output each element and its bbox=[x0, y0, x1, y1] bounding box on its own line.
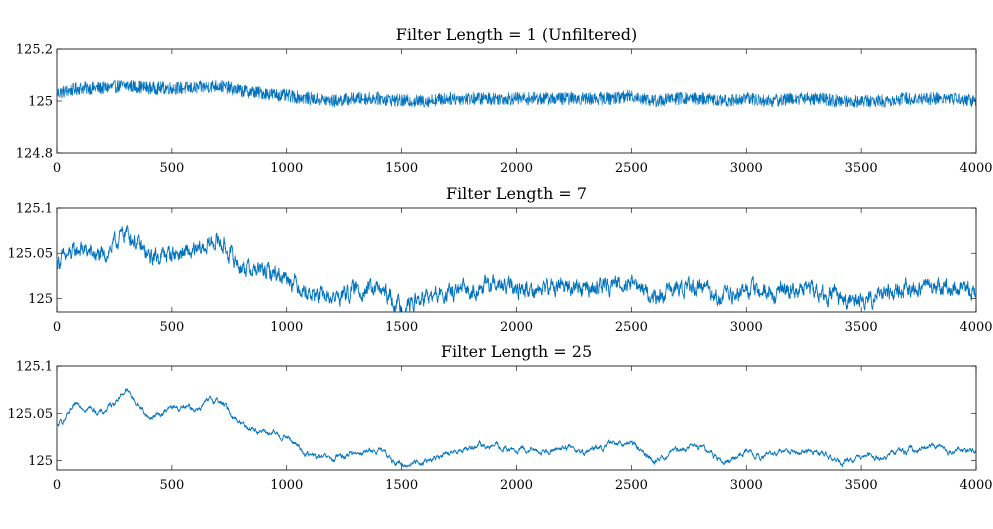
y-tick-label: 124.8 bbox=[16, 147, 53, 162]
series-line bbox=[56, 79, 977, 108]
plot-frame bbox=[56, 365, 977, 471]
x-tick-label: 1000 bbox=[270, 161, 303, 176]
chart-title: Filter Length = 1 (Unfiltered) bbox=[396, 25, 638, 44]
x-tick-label: 0 bbox=[53, 320, 61, 335]
y-tick-label: 125.05 bbox=[8, 407, 54, 422]
x-tick-label: 1000 bbox=[270, 478, 303, 493]
x-tick-label: 500 bbox=[159, 320, 184, 335]
x-tick-label: 3500 bbox=[845, 161, 878, 176]
x-tick-label: 2500 bbox=[615, 161, 648, 176]
y-tick-label: 125.1 bbox=[16, 360, 53, 375]
y-tick-label: 125.2 bbox=[16, 43, 53, 58]
x-tick-label: 4000 bbox=[959, 320, 992, 335]
x-tick-label: 1500 bbox=[385, 478, 418, 493]
y-tick-label: 125 bbox=[28, 95, 53, 110]
series-line bbox=[56, 225, 977, 313]
x-tick-label: 3000 bbox=[730, 478, 763, 493]
x-tick-label: 2000 bbox=[500, 478, 533, 493]
series-line bbox=[56, 388, 977, 468]
x-tick-label: 4000 bbox=[959, 161, 992, 176]
y-tick-label: 125.1 bbox=[16, 202, 53, 217]
x-tick-label: 2000 bbox=[500, 161, 533, 176]
x-tick-label: 2000 bbox=[500, 320, 533, 335]
x-tick-label: 4000 bbox=[959, 478, 992, 493]
chart-panel-1: 0 500 1000 1500 2000 2500 3000 3500 4000 125.2 125… bbox=[16, 25, 993, 176]
x-tick-label: 3000 bbox=[730, 161, 763, 176]
x-tick-label: 3500 bbox=[845, 478, 878, 493]
x-tick-label: 0 bbox=[53, 478, 61, 493]
plot-frame bbox=[56, 48, 977, 154]
x-tick-label: 3000 bbox=[730, 320, 763, 335]
y-tick-label: 125 bbox=[28, 292, 53, 307]
chart-panel-2: 0 500 1000 1500 2000 2500 3000 3500 4000 125.1 125… bbox=[8, 184, 993, 335]
x-tick-label: 500 bbox=[159, 478, 184, 493]
x-tick-label: 500 bbox=[159, 161, 184, 176]
x-tick-label: 1000 bbox=[270, 320, 303, 335]
x-tick-label: 1500 bbox=[385, 320, 418, 335]
chart-title: Filter Length = 7 bbox=[446, 184, 587, 203]
x-tick-label: 2500 bbox=[615, 478, 648, 493]
x-tick-label: 1500 bbox=[385, 161, 418, 176]
chart-title: Filter Length = 25 bbox=[441, 342, 592, 361]
chart-panel-3: 0 500 1000 1500 2000 2500 3000 3500 4000 125.1 125… bbox=[8, 342, 993, 493]
x-tick-label: 2500 bbox=[615, 320, 648, 335]
x-tick-label: 3500 bbox=[845, 320, 878, 335]
y-tick-label: 125.05 bbox=[8, 247, 54, 262]
x-tick-label: 0 bbox=[53, 161, 61, 176]
y-tick-label: 125 bbox=[28, 454, 53, 469]
